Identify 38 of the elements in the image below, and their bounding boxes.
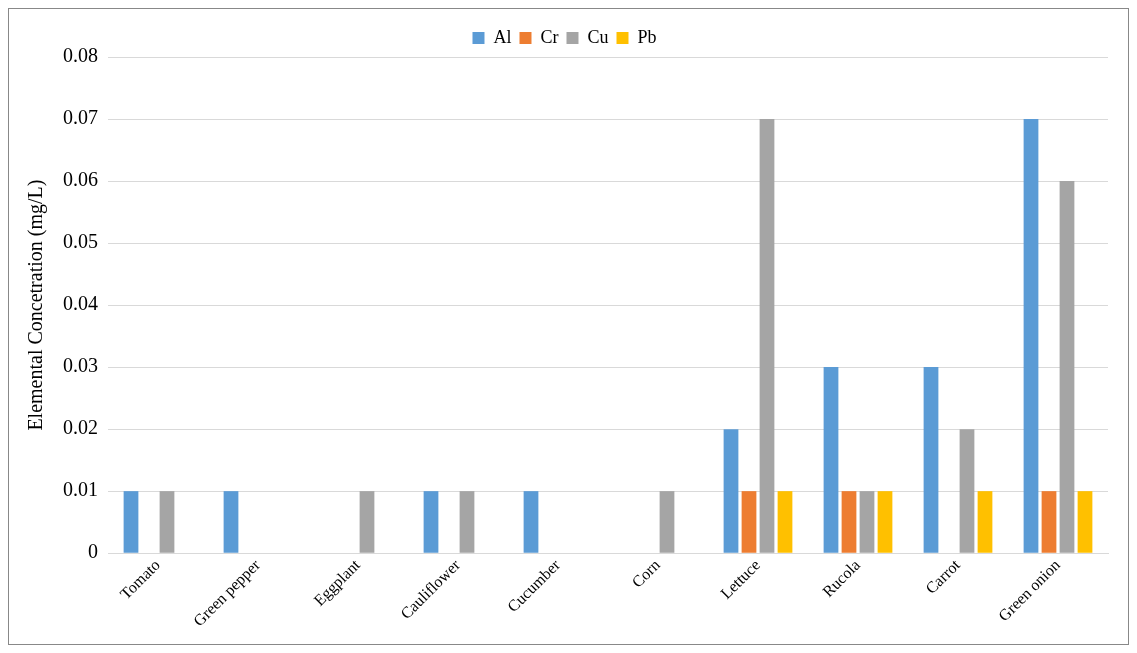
y-tick-label: 0.06 xyxy=(63,168,98,191)
bar xyxy=(859,491,875,553)
legend-label: Al xyxy=(493,26,512,47)
legend-label: Cu xyxy=(587,26,609,47)
y-tick-label: 0.03 xyxy=(63,354,98,377)
bar xyxy=(359,491,375,553)
bar xyxy=(759,119,775,553)
y-tick-label: 0.08 xyxy=(63,44,98,67)
bar xyxy=(423,491,439,553)
legend-label: Pb xyxy=(637,26,657,47)
bar xyxy=(1041,491,1057,553)
bar xyxy=(1023,119,1039,553)
y-tick-label: 0.05 xyxy=(63,230,98,253)
bar xyxy=(877,491,893,553)
y-tick-label: 0 xyxy=(88,540,98,563)
y-tick-label: 0.02 xyxy=(63,416,98,439)
y-tick-label: 0.01 xyxy=(63,478,98,501)
bar xyxy=(723,429,739,553)
bar xyxy=(841,491,857,553)
bar xyxy=(223,491,239,553)
bar xyxy=(1077,491,1093,553)
x-tick-label: Corn xyxy=(628,556,664,591)
bar xyxy=(959,429,975,553)
bar xyxy=(923,367,939,553)
bar xyxy=(823,367,839,553)
bar xyxy=(741,491,757,553)
bar xyxy=(459,491,475,553)
bar xyxy=(1059,181,1075,553)
y-axis-title: Elemental Concetration (mg/L) xyxy=(24,179,48,431)
bar xyxy=(523,491,539,553)
bar xyxy=(977,491,993,553)
bar xyxy=(659,491,675,553)
bar xyxy=(159,491,175,553)
y-tick-label: 0.07 xyxy=(63,106,98,129)
bar xyxy=(123,491,139,553)
legend-label: Cr xyxy=(540,26,559,47)
bar xyxy=(777,491,793,553)
y-tick-label: 0.04 xyxy=(63,292,98,315)
